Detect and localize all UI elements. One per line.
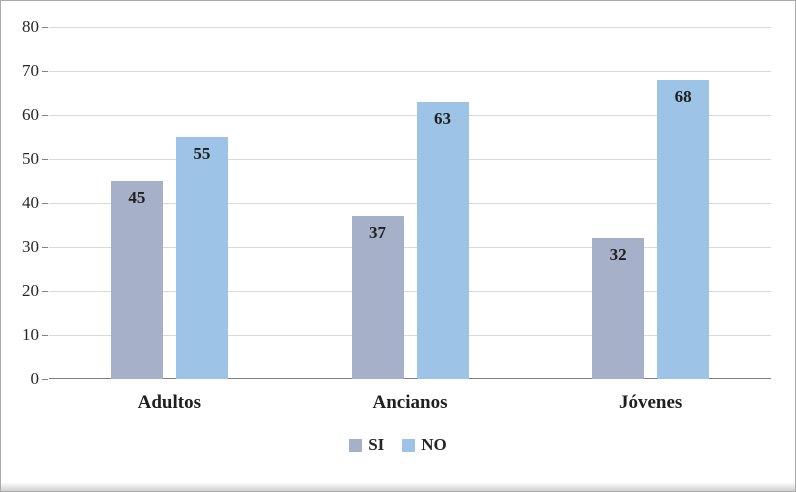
bar-si-jóvenes: 32	[592, 238, 645, 379]
legend-swatch-icon	[402, 438, 416, 452]
plot-area	[49, 27, 771, 379]
y-axis-label: 40	[22, 193, 39, 212]
bar-value-label: 63	[434, 108, 451, 128]
x-axis-line	[49, 378, 771, 379]
legend-label: SI	[368, 435, 385, 454]
y-axis-tick	[42, 71, 48, 72]
y-axis-tick	[42, 291, 48, 292]
x-axis-label: Jóvenes	[618, 392, 683, 413]
gridline	[49, 159, 771, 160]
legend-swatch-icon	[349, 438, 363, 452]
y-axis-tick	[42, 115, 48, 116]
x-axis-label: Ancianos	[372, 392, 448, 413]
y-axis-label: 0	[30, 369, 40, 388]
gridline	[49, 27, 771, 28]
bar-si-ancianos: 37	[351, 216, 404, 379]
gridline	[49, 71, 771, 72]
bar-value-label: 55	[193, 144, 211, 163]
legend-item-no: NO	[402, 435, 447, 455]
y-axis-label: 60	[22, 105, 39, 124]
x-axis-label: Adultos	[137, 392, 201, 413]
gridline	[49, 335, 771, 336]
y-axis-label: 30	[22, 237, 39, 256]
bar-value-label: 68	[674, 86, 692, 106]
gridline	[49, 203, 771, 204]
bar-value-label: 45	[128, 188, 146, 207]
bar-no-ancianos: 63	[416, 101, 469, 379]
bar-no-adultos: 55	[175, 137, 228, 379]
bar-value-label: 32	[609, 245, 627, 265]
y-axis-label: 50	[22, 149, 39, 168]
gridline	[49, 115, 771, 116]
y-axis-tick	[42, 335, 48, 336]
legend-label: NO	[421, 435, 447, 454]
y-axis-label: 10	[22, 325, 39, 344]
bar-si-adultos: 45	[110, 181, 163, 379]
y-axis-label: 20	[22, 281, 39, 300]
y-axis-tick	[42, 379, 48, 380]
y-axis-tick	[42, 247, 48, 248]
legend-item-si: SI	[349, 435, 384, 455]
y-axis-tick	[42, 159, 48, 160]
y-axis-tick	[42, 203, 48, 204]
y-axis-label: 70	[22, 61, 39, 80]
legend: SI NO	[1, 435, 795, 455]
y-axis-label: 80	[22, 17, 39, 36]
bar-no-jóvenes: 68	[657, 79, 710, 379]
y-axis-tick	[42, 27, 48, 28]
bar-value-label: 37	[369, 223, 386, 243]
gridline	[49, 247, 771, 248]
gridline	[49, 291, 771, 292]
